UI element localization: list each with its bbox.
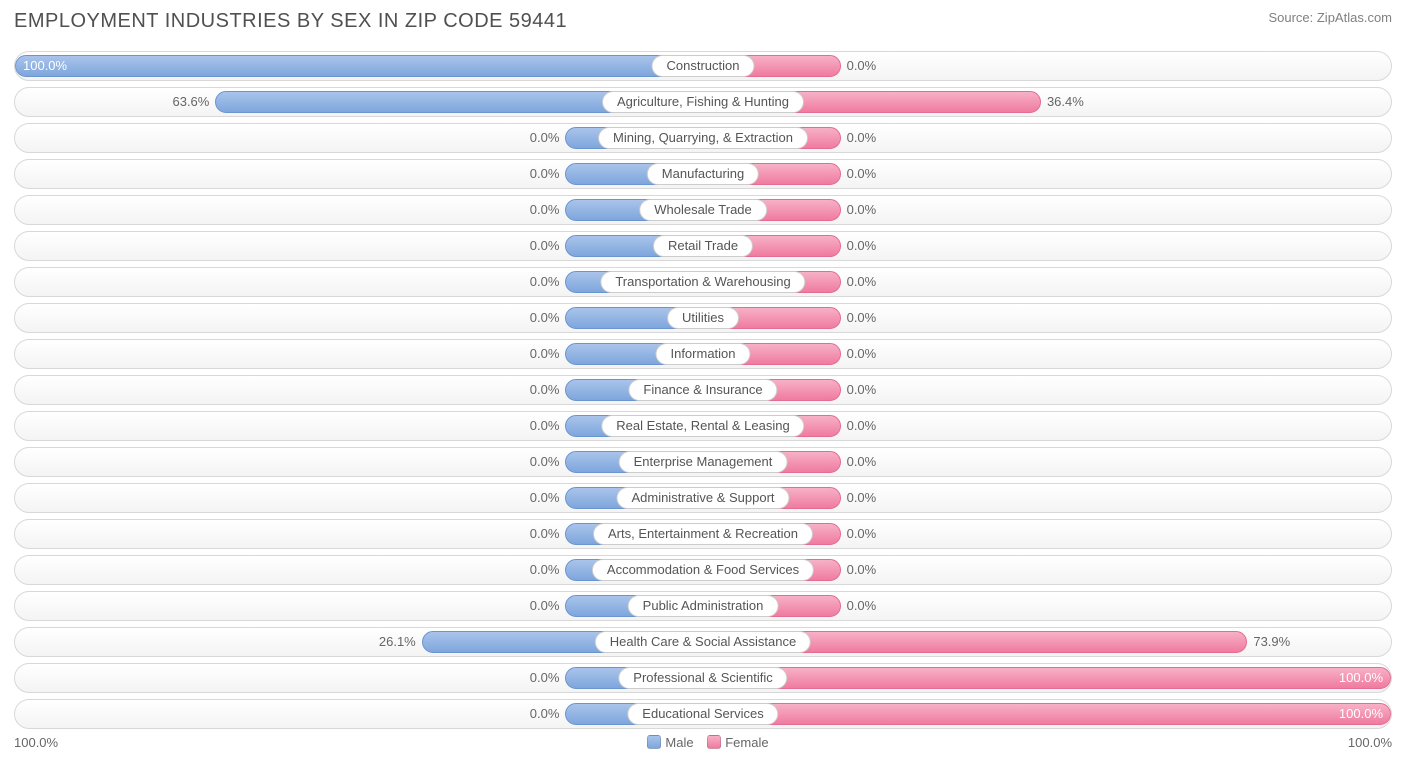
male-value: 0.0% — [530, 124, 560, 152]
female-value: 0.0% — [847, 592, 877, 620]
female-value: 0.0% — [847, 232, 877, 260]
male-value: 0.0% — [530, 376, 560, 404]
male-value: 0.0% — [530, 196, 560, 224]
category-label: Professional & Scientific — [618, 667, 787, 689]
chart-row: 100.0% 0.0% Construction — [14, 51, 1392, 81]
category-label: Agriculture, Fishing & Hunting — [602, 91, 804, 113]
male-value: 0.0% — [530, 520, 560, 548]
chart-row: 63.6% 36.4% Agriculture, Fishing & Hunting — [14, 87, 1392, 117]
male-value: 0.0% — [530, 268, 560, 296]
diverging-bar-chart: 100.0% 0.0% Construction 63.6% 36.4% Agricult… — [14, 51, 1392, 729]
chart-row: 0.0% 0.0% Mining, Quarrying, & Extraction — [14, 123, 1392, 153]
chart-row: 0.0% 100.0% Educational Services — [14, 699, 1392, 729]
male-value: 0.0% — [530, 448, 560, 476]
female-value: 73.9% — [1253, 628, 1290, 656]
chart-row: 0.0% 0.0% Retail Trade — [14, 231, 1392, 261]
chart-row: 0.0% 0.0% Administrative & Support — [14, 483, 1392, 513]
female-value: 0.0% — [847, 412, 877, 440]
male-swatch-icon — [647, 735, 661, 749]
legend-female-label: Female — [725, 735, 768, 750]
chart-header: EMPLOYMENT INDUSTRIES BY SEX IN ZIP CODE… — [14, 10, 1392, 33]
category-label: Educational Services — [627, 703, 778, 725]
female-bar — [703, 667, 1391, 689]
female-value: 0.0% — [847, 160, 877, 188]
female-value: 0.0% — [847, 268, 877, 296]
category-label: Utilities — [667, 307, 739, 329]
category-label: Construction — [652, 55, 755, 77]
chart-row: 0.0% 0.0% Enterprise Management — [14, 447, 1392, 477]
male-value: 0.0% — [530, 232, 560, 260]
category-label: Health Care & Social Assistance — [595, 631, 811, 653]
male-value: 0.0% — [530, 412, 560, 440]
female-value: 36.4% — [1047, 88, 1084, 116]
female-value: 0.0% — [847, 556, 877, 584]
chart-title: EMPLOYMENT INDUSTRIES BY SEX IN ZIP CODE… — [14, 10, 567, 33]
female-value: 100.0% — [1339, 664, 1383, 692]
male-bar — [15, 55, 703, 77]
female-value: 0.0% — [847, 52, 877, 80]
chart-row: 0.0% 0.0% Utilities — [14, 303, 1392, 333]
chart-source: Source: ZipAtlas.com — [1268, 10, 1392, 25]
male-value: 0.0% — [530, 556, 560, 584]
chart-row: 0.0% 0.0% Public Administration — [14, 591, 1392, 621]
female-value: 0.0% — [847, 484, 877, 512]
female-bar — [703, 703, 1391, 725]
axis-label-left: 100.0% — [14, 735, 58, 750]
category-label: Retail Trade — [653, 235, 753, 257]
female-value: 0.0% — [847, 376, 877, 404]
chart-row: 0.0% 0.0% Arts, Entertainment & Recreation — [14, 519, 1392, 549]
chart-row: 0.0% 0.0% Real Estate, Rental & Leasing — [14, 411, 1392, 441]
female-value: 0.0% — [847, 340, 877, 368]
male-value: 0.0% — [530, 304, 560, 332]
male-value: 0.0% — [530, 160, 560, 188]
male-value: 26.1% — [379, 628, 416, 656]
female-value: 0.0% — [847, 304, 877, 332]
female-value: 0.0% — [847, 520, 877, 548]
category-label: Information — [655, 343, 750, 365]
chart-row: 0.0% 0.0% Transportation & Warehousing — [14, 267, 1392, 297]
male-value: 63.6% — [172, 88, 209, 116]
category-label: Transportation & Warehousing — [600, 271, 805, 293]
female-value: 0.0% — [847, 196, 877, 224]
axis-label-right: 100.0% — [1348, 735, 1392, 750]
category-label: Mining, Quarrying, & Extraction — [598, 127, 808, 149]
chart-row: 0.0% 0.0% Finance & Insurance — [14, 375, 1392, 405]
female-value: 0.0% — [847, 124, 877, 152]
legend-male-label: Male — [665, 735, 693, 750]
category-label: Finance & Insurance — [628, 379, 777, 401]
female-swatch-icon — [707, 735, 721, 749]
chart-row: 0.0% 100.0% Professional & Scientific — [14, 663, 1392, 693]
category-label: Wholesale Trade — [639, 199, 767, 221]
category-label: Manufacturing — [647, 163, 759, 185]
chart-row: 26.1% 73.9% Health Care & Social Assistanc… — [14, 627, 1392, 657]
legend: Male Female — [58, 735, 1348, 750]
category-label: Enterprise Management — [619, 451, 788, 473]
category-label: Accommodation & Food Services — [592, 559, 814, 581]
chart-row: 0.0% 0.0% Manufacturing — [14, 159, 1392, 189]
male-value: 100.0% — [23, 52, 67, 80]
female-value: 100.0% — [1339, 700, 1383, 728]
category-label: Arts, Entertainment & Recreation — [593, 523, 813, 545]
category-label: Administrative & Support — [616, 487, 789, 509]
female-value: 0.0% — [847, 448, 877, 476]
male-value: 0.0% — [530, 340, 560, 368]
chart-row: 0.0% 0.0% Accommodation & Food Services — [14, 555, 1392, 585]
chart-row: 0.0% 0.0% Information — [14, 339, 1392, 369]
category-label: Public Administration — [628, 595, 779, 617]
male-value: 0.0% — [530, 484, 560, 512]
chart-row: 0.0% 0.0% Wholesale Trade — [14, 195, 1392, 225]
male-value: 0.0% — [530, 664, 560, 692]
male-value: 0.0% — [530, 700, 560, 728]
male-value: 0.0% — [530, 592, 560, 620]
chart-footer: 100.0% Male Female 100.0% — [14, 735, 1392, 750]
category-label: Real Estate, Rental & Leasing — [601, 415, 804, 437]
